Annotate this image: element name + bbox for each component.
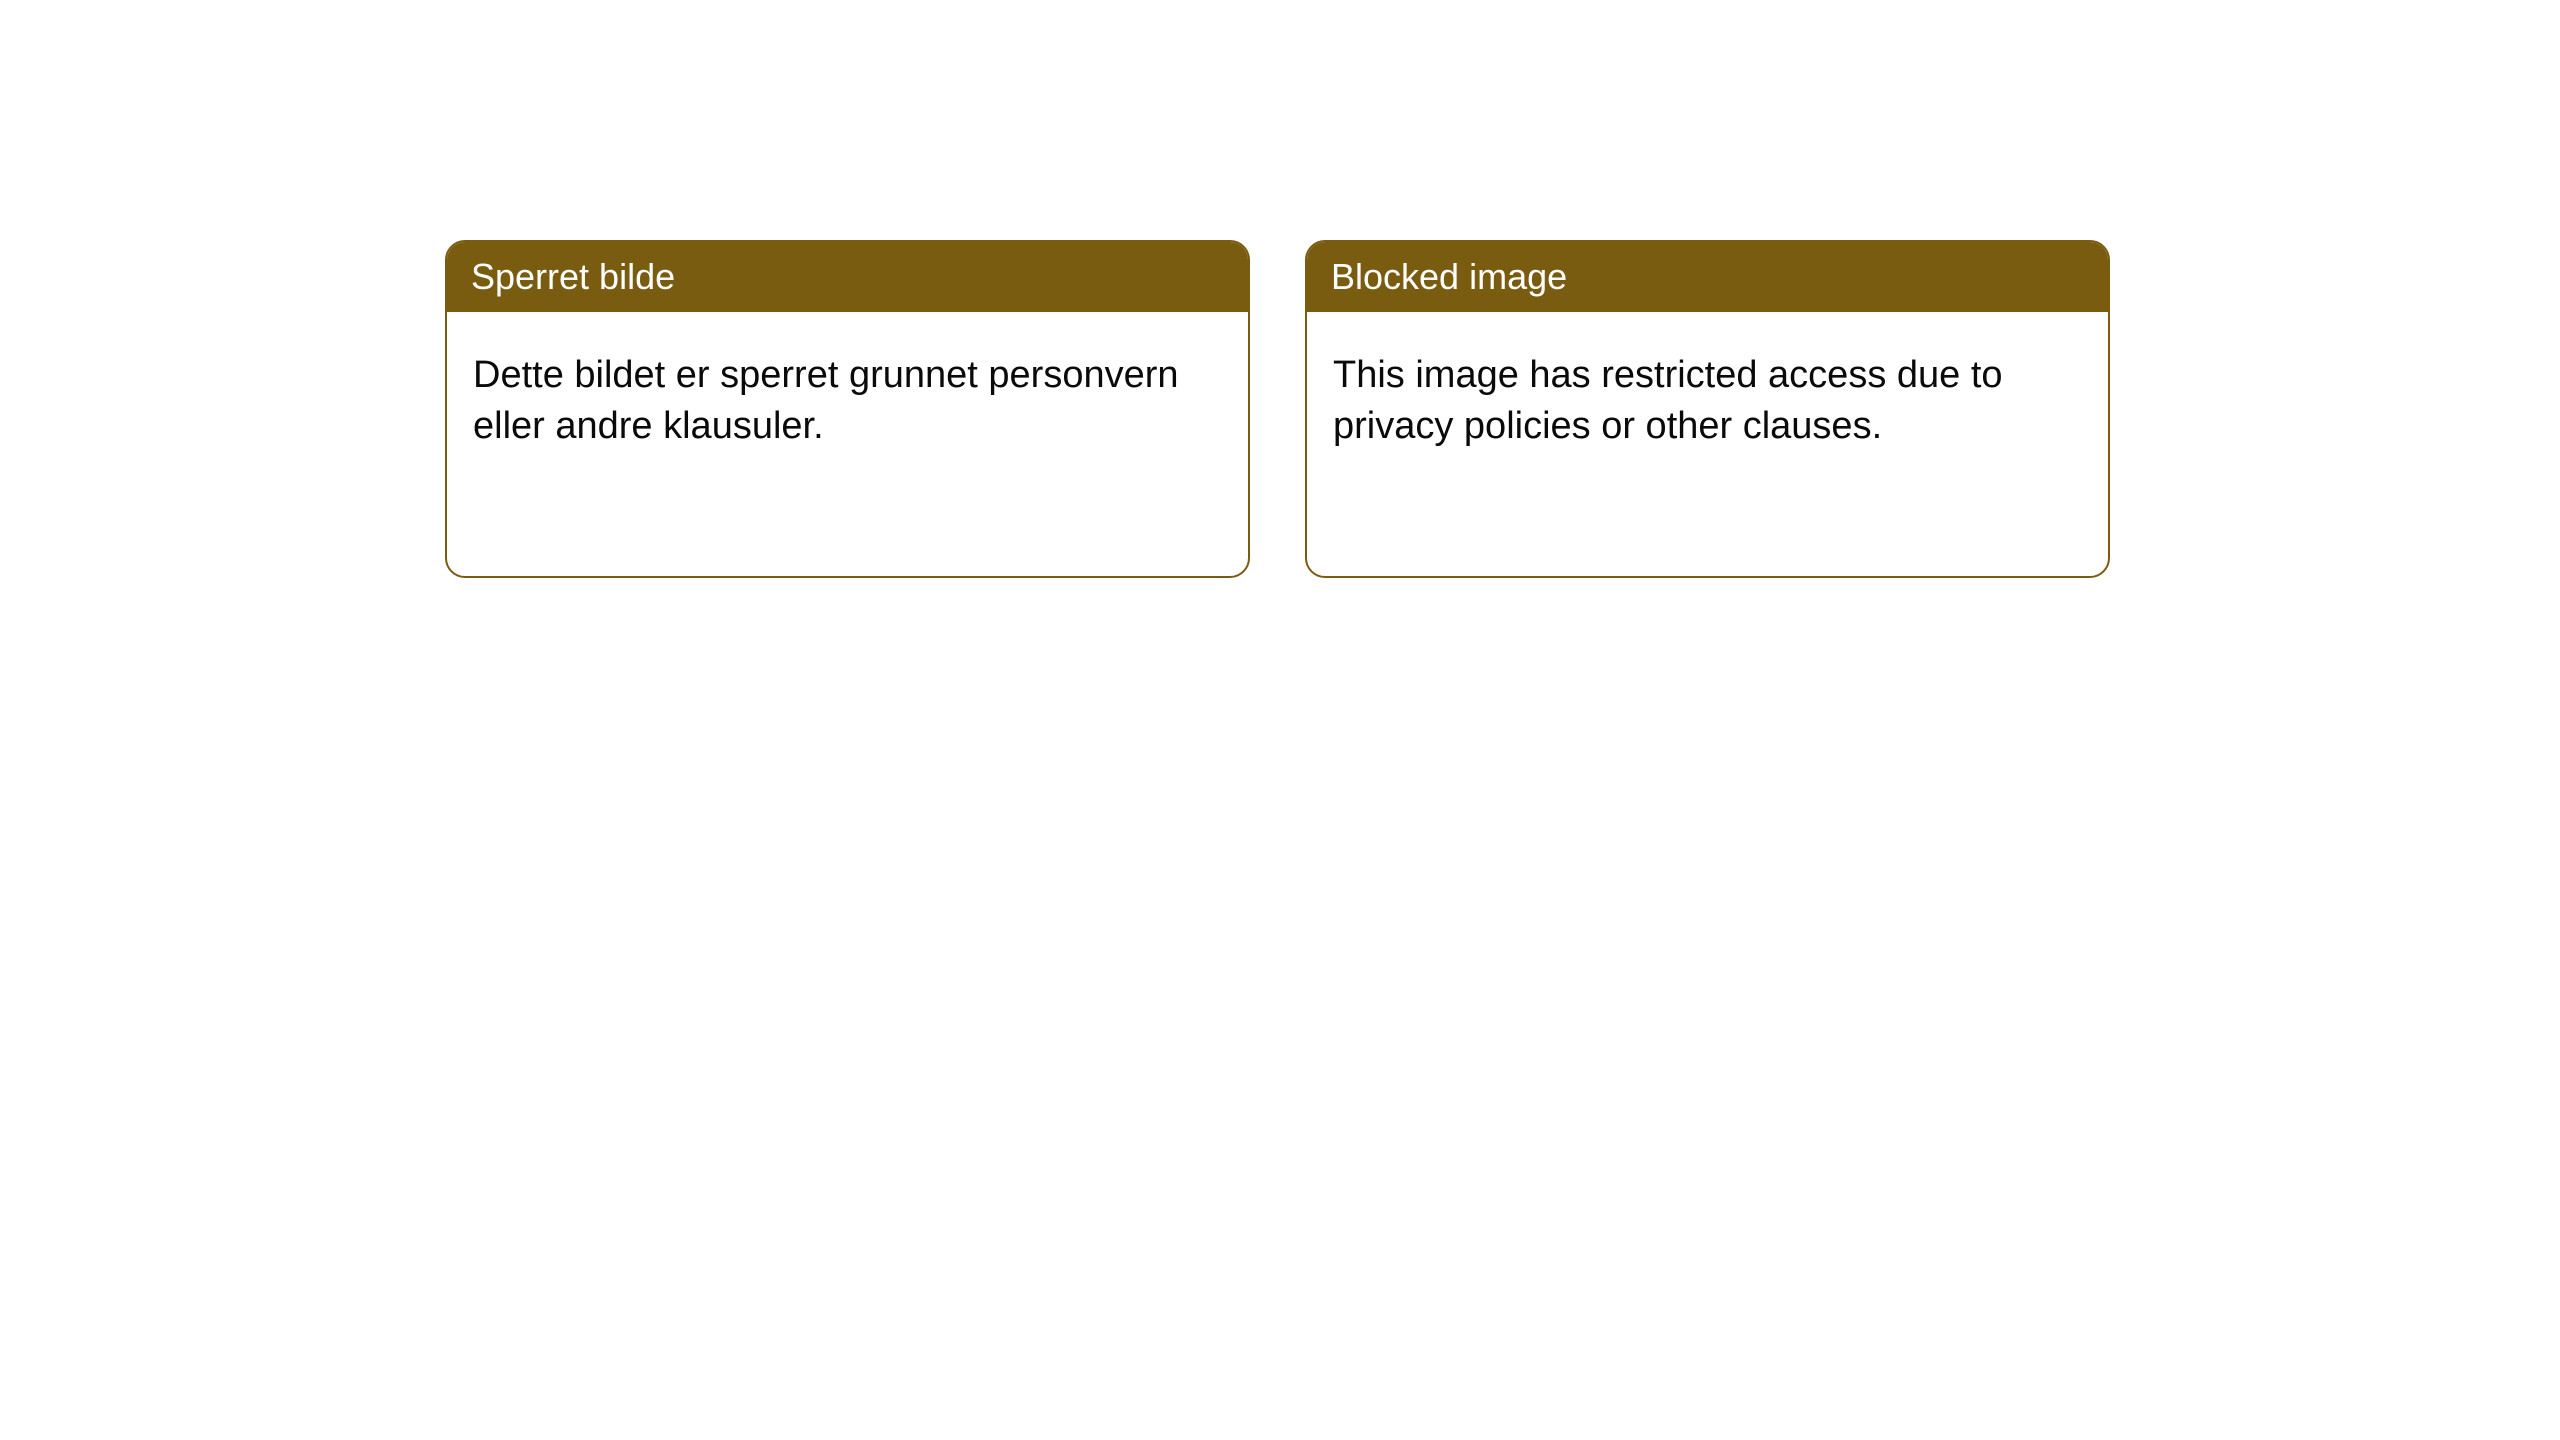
card-body-text: Dette bildet er sperret grunnet personve… [473,354,1179,447]
card-title: Blocked image [1331,256,1567,297]
notice-card-norwegian: Sperret bilde Dette bildet er sperret gr… [445,240,1250,578]
notice-cards-container: Sperret bilde Dette bildet er sperret gr… [0,0,2560,578]
card-header: Sperret bilde [447,242,1248,312]
notice-card-english: Blocked image This image has restricted … [1305,240,2110,578]
card-body: This image has restricted access due to … [1307,312,2108,491]
card-header: Blocked image [1307,242,2108,312]
card-body: Dette bildet er sperret grunnet personve… [447,312,1248,491]
card-body-text: This image has restricted access due to … [1333,354,2003,447]
card-title: Sperret bilde [471,256,675,297]
